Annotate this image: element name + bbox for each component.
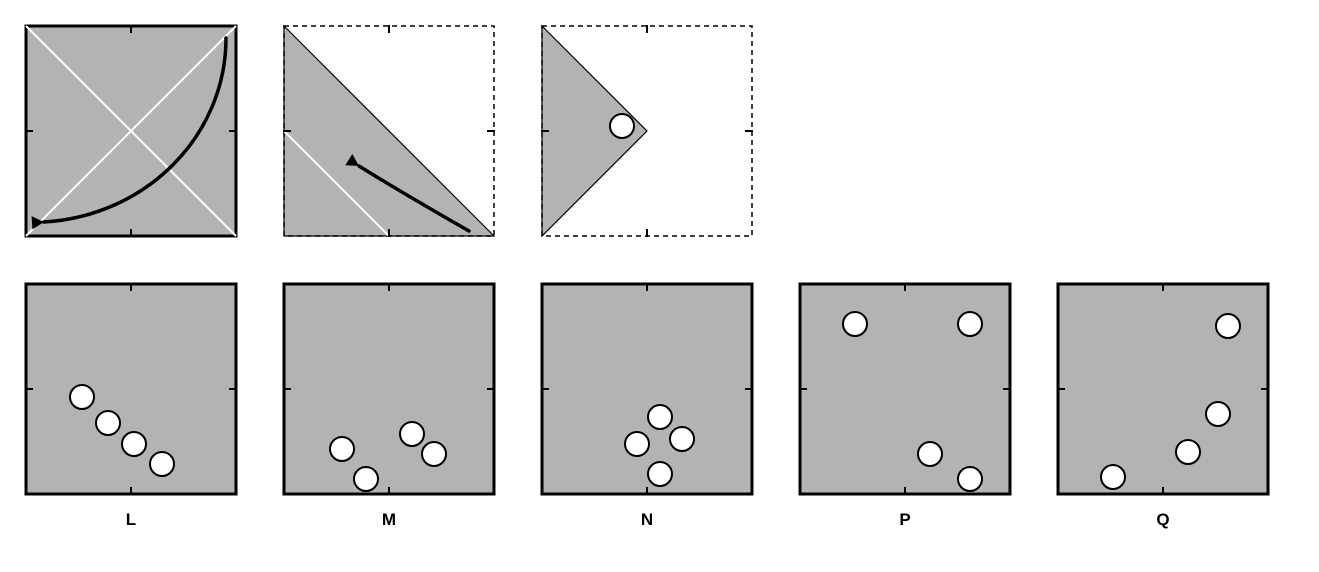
- option-label: P: [899, 510, 910, 530]
- option-label: N: [641, 510, 653, 530]
- fold-step-panel: [20, 20, 242, 242]
- fold-sequence-row: [20, 20, 1299, 242]
- answer-option-M: M: [278, 278, 500, 530]
- option-label: Q: [1156, 510, 1169, 530]
- figure: LMNPQ: [20, 20, 1299, 530]
- answer-option-L: L: [20, 278, 242, 530]
- fold-step-panel: [278, 20, 500, 242]
- option-label: M: [382, 510, 396, 530]
- answer-option-N: N: [536, 278, 758, 530]
- answer-options-row: LMNPQ: [20, 278, 1299, 530]
- answer-option-Q: Q: [1052, 278, 1274, 530]
- fold-step-panel: [536, 20, 758, 242]
- answer-option-P: P: [794, 278, 1016, 530]
- option-label: L: [126, 510, 136, 530]
